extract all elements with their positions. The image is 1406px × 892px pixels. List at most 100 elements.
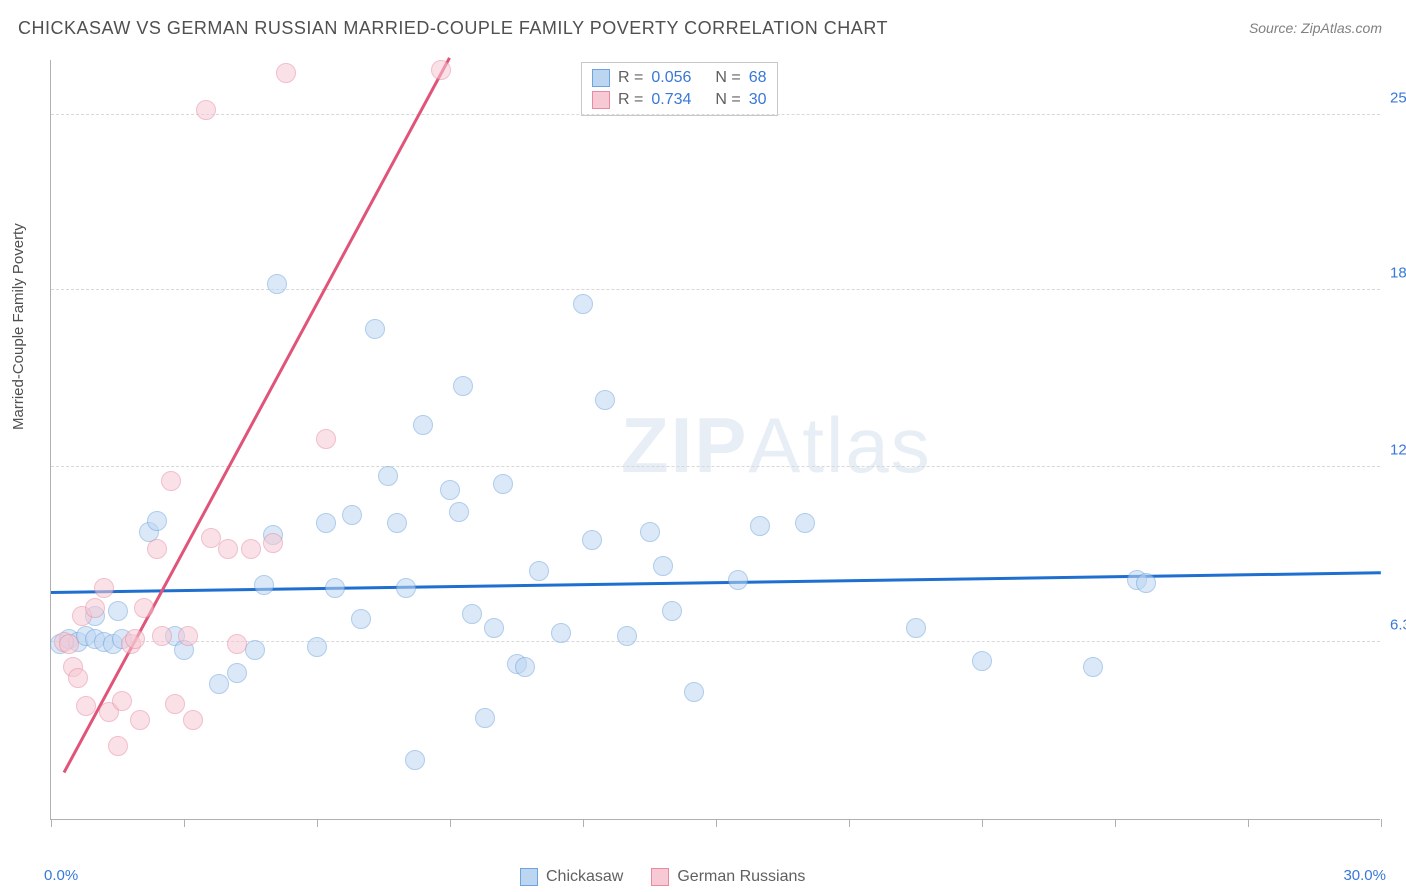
scatter-point — [378, 466, 398, 486]
stats-row: R = 0.056 N = 68 — [592, 67, 767, 89]
scatter-point — [112, 691, 132, 711]
stats-r-label: R = — [618, 69, 643, 87]
scatter-point — [147, 539, 167, 559]
scatter-point — [178, 626, 198, 646]
legend-swatch — [592, 69, 610, 87]
scatter-point — [795, 513, 815, 533]
scatter-point — [405, 750, 425, 770]
scatter-point — [684, 682, 704, 702]
x-axis-max-label: 30.0% — [1343, 867, 1386, 884]
trend-line — [63, 57, 451, 773]
scatter-point — [750, 516, 770, 536]
scatter-point — [617, 626, 637, 646]
scatter-point — [307, 637, 327, 657]
scatter-point — [972, 651, 992, 671]
scatter-point — [183, 710, 203, 730]
scatter-point — [76, 696, 96, 716]
scatter-point — [196, 100, 216, 120]
scatter-point — [241, 539, 261, 559]
scatter-point — [59, 634, 79, 654]
scatter-point — [254, 575, 274, 595]
trend-line — [51, 571, 1381, 594]
scatter-point — [515, 657, 535, 677]
chart-title: CHICKASAW VS GERMAN RUSSIAN MARRIED-COUP… — [18, 18, 888, 39]
scatter-point — [413, 415, 433, 435]
x-tick — [716, 819, 717, 827]
scatter-point — [551, 623, 571, 643]
legend: Chickasaw German Russians — [520, 868, 805, 886]
y-tick-label: 18.8% — [1390, 264, 1406, 281]
scatter-point — [431, 60, 451, 80]
scatter-point — [276, 63, 296, 83]
scatter-point — [68, 668, 88, 688]
scatter-point — [662, 601, 682, 621]
source-label: Source: ZipAtlas.com — [1249, 20, 1382, 36]
scatter-point — [316, 429, 336, 449]
scatter-point — [201, 528, 221, 548]
scatter-point — [227, 634, 247, 654]
scatter-point — [1083, 657, 1103, 677]
scatter-point — [493, 474, 513, 494]
y-tick-label: 25.0% — [1390, 90, 1406, 107]
watermark: ZIPAtlas — [621, 400, 932, 491]
scatter-point — [165, 694, 185, 714]
scatter-point — [484, 618, 504, 638]
scatter-point — [396, 578, 416, 598]
x-tick — [849, 819, 850, 827]
stats-n-label: N = — [715, 91, 740, 109]
scatter-point — [325, 578, 345, 598]
scatter-point — [108, 736, 128, 756]
stats-n-value: 68 — [749, 69, 767, 87]
scatter-point — [1136, 573, 1156, 593]
stats-n-label: N = — [715, 69, 740, 87]
scatter-point — [640, 522, 660, 542]
legend-item: German Russians — [651, 868, 805, 886]
scatter-point — [130, 710, 150, 730]
legend-swatch — [520, 868, 538, 886]
scatter-point — [449, 502, 469, 522]
scatter-point — [573, 294, 593, 314]
scatter-point — [263, 533, 283, 553]
gridline — [51, 466, 1380, 467]
scatter-point — [529, 561, 549, 581]
stats-row: R =0.734N =30 — [592, 89, 767, 111]
x-tick — [317, 819, 318, 827]
legend-item: Chickasaw — [520, 868, 623, 886]
scatter-point — [316, 513, 336, 533]
legend-label: German Russians — [677, 868, 805, 886]
scatter-point — [462, 604, 482, 624]
scatter-point — [582, 530, 602, 550]
stats-r-value: 0.056 — [651, 69, 691, 87]
scatter-point — [218, 539, 238, 559]
legend-swatch — [592, 91, 610, 109]
scatter-point — [595, 390, 615, 410]
stats-legend-box: R =0.056N =68R =0.734N =30 — [581, 62, 778, 116]
scatter-point — [906, 618, 926, 638]
scatter-point — [267, 274, 287, 294]
scatter-point — [227, 663, 247, 683]
scatter-plot: ZIPAtlas R =0.056N =68R =0.734N =30 6.3%… — [50, 60, 1380, 820]
x-tick — [1115, 819, 1116, 827]
scatter-point — [152, 626, 172, 646]
scatter-point — [440, 480, 460, 500]
scatter-point — [475, 708, 495, 728]
scatter-point — [134, 598, 154, 618]
x-tick — [1248, 819, 1249, 827]
y-tick-label: 12.5% — [1390, 442, 1406, 459]
x-axis-min-label: 0.0% — [44, 867, 78, 884]
stats-r-value: 0.734 — [651, 91, 691, 109]
scatter-point — [653, 556, 673, 576]
y-tick-label: 6.3% — [1390, 616, 1406, 633]
scatter-point — [365, 319, 385, 339]
scatter-point — [161, 471, 181, 491]
scatter-point — [125, 629, 145, 649]
scatter-point — [94, 578, 114, 598]
scatter-point — [351, 609, 371, 629]
x-tick — [51, 819, 52, 827]
scatter-point — [85, 598, 105, 618]
gridline — [51, 289, 1380, 290]
scatter-point — [108, 601, 128, 621]
x-tick — [450, 819, 451, 827]
x-tick — [184, 819, 185, 827]
scatter-point — [387, 513, 407, 533]
